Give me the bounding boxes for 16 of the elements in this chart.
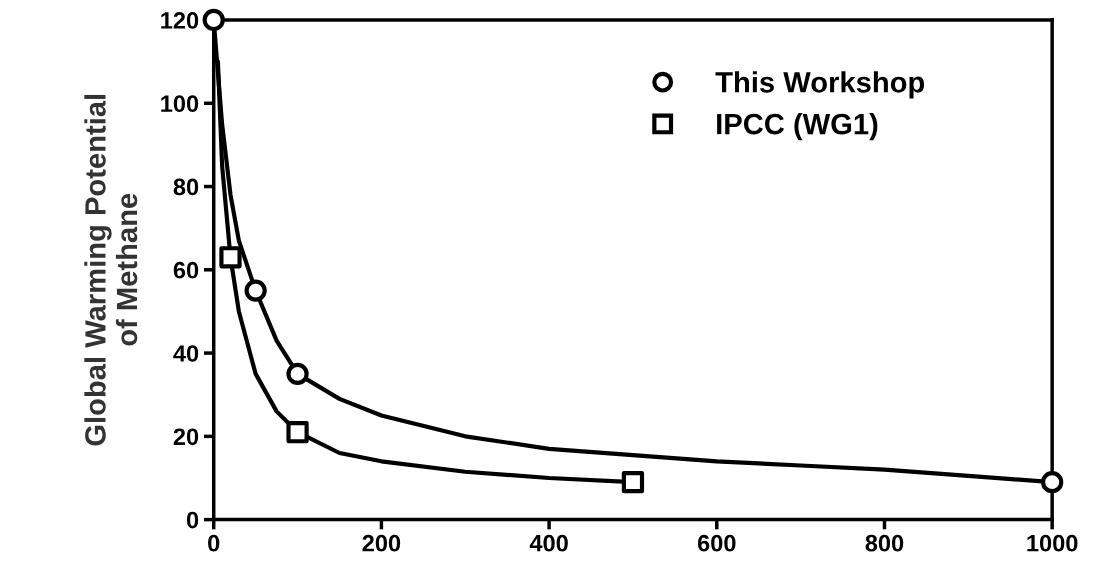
x-tick-label: 200: [362, 534, 401, 552]
y-tick-label: 60: [173, 261, 199, 279]
y-tick-label: 100: [161, 95, 199, 113]
x-tick-label: 800: [865, 534, 904, 552]
y-tick-label: 20: [173, 428, 199, 446]
x-tick-label: 600: [697, 534, 736, 552]
y-tick-label: 120: [161, 12, 199, 29]
legend-label: This Workshop: [715, 71, 925, 99]
y-tick-label: 40: [173, 345, 199, 362]
x-tick-label: 0: [208, 534, 220, 552]
x-tick-label: 400: [529, 534, 568, 552]
legend-label: IPCC (WG1): [717, 112, 878, 141]
y-axis-title: Global Warming Potential of Methane: [84, 94, 138, 446]
x-tick-label: 1000: [1027, 534, 1078, 552]
y-tick-label: 80: [173, 178, 199, 196]
y-tick-label: 0: [186, 511, 199, 529]
